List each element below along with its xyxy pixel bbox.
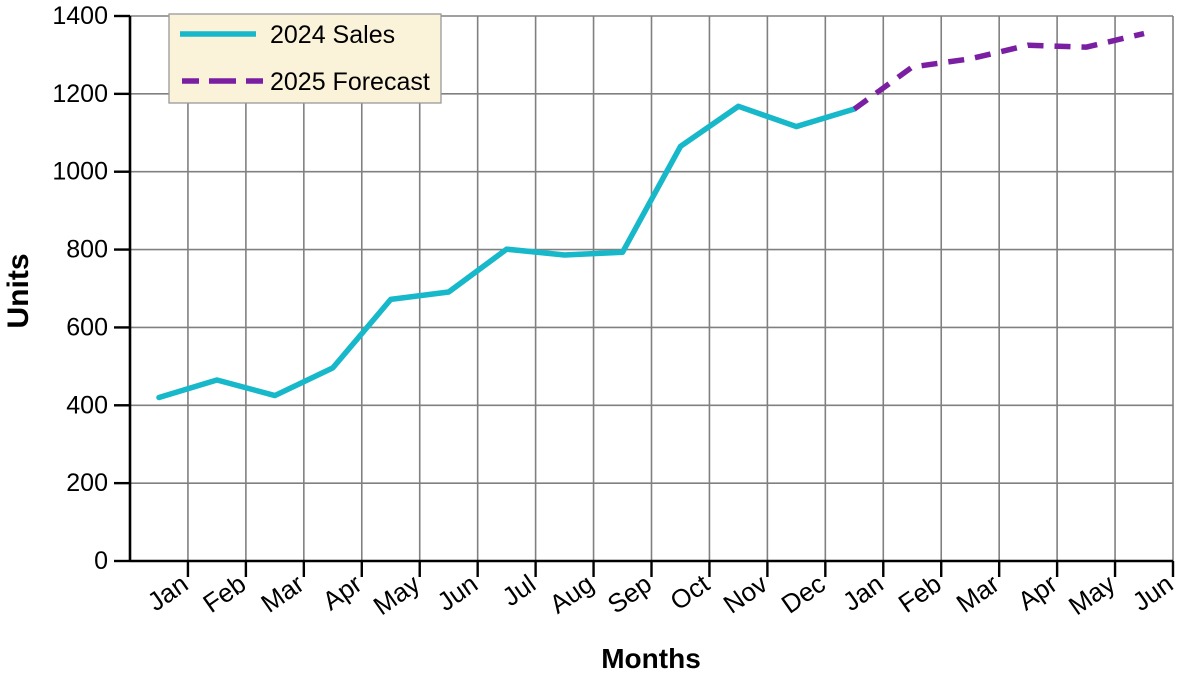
svg-text:Months: Months (601, 643, 701, 674)
svg-text:1200: 1200 (52, 80, 108, 108)
svg-text:600: 600 (66, 313, 108, 341)
svg-text:May: May (1063, 568, 1120, 621)
svg-text:400: 400 (66, 391, 108, 419)
svg-text:1400: 1400 (52, 2, 108, 30)
svg-text:Units: Units (2, 254, 35, 329)
svg-text:Nov: Nov (718, 568, 773, 619)
svg-text:Jun: Jun (432, 568, 484, 617)
svg-text:0: 0 (94, 547, 108, 575)
svg-text:Jul: Jul (497, 568, 541, 612)
svg-text:1000: 1000 (52, 158, 108, 186)
svg-text:Jan: Jan (837, 568, 889, 617)
svg-text:Feb: Feb (893, 568, 947, 618)
svg-text:2025 Forecast: 2025 Forecast (270, 68, 430, 96)
svg-text:Jan: Jan (142, 568, 194, 617)
svg-text:Apr: Apr (1012, 568, 1063, 616)
svg-text:Sep: Sep (602, 568, 657, 619)
svg-text:2024 Sales: 2024 Sales (270, 21, 395, 49)
svg-text:May: May (368, 568, 425, 621)
svg-text:Jun: Jun (1127, 568, 1179, 617)
svg-text:800: 800 (66, 236, 108, 264)
svg-text:Apr: Apr (317, 568, 368, 616)
svg-text:Mar: Mar (951, 568, 1005, 618)
svg-text:Mar: Mar (255, 568, 309, 618)
svg-text:Oct: Oct (665, 568, 716, 616)
svg-text:Dec: Dec (776, 568, 831, 619)
svg-text:Feb: Feb (197, 568, 251, 618)
svg-text:Aug: Aug (544, 568, 599, 619)
svg-text:200: 200 (66, 469, 108, 497)
